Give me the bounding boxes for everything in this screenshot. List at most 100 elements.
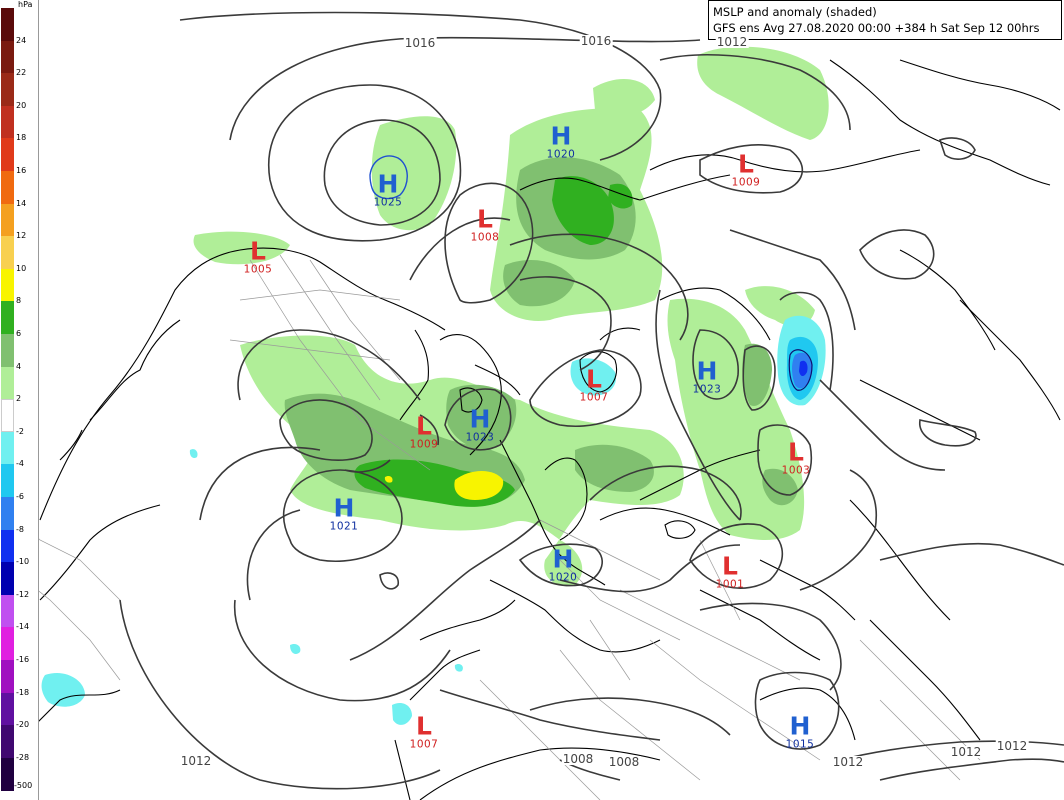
pressure-letter: H (552, 544, 574, 574)
colorbar-swatch (1, 301, 14, 335)
pressure-value: 1015 (785, 738, 815, 751)
pressure-letter: H (333, 493, 355, 523)
colorbar-swatch (1, 366, 14, 400)
colorbar-label: -2 (16, 426, 24, 436)
pressure-value: 1001 (715, 578, 745, 591)
isobar-label: 1012 (831, 755, 865, 769)
pressure-value: 1023 (692, 383, 722, 396)
colorbar-swatch (1, 399, 14, 433)
high-pressure-center: H 1020 (547, 124, 576, 161)
colorbar-label: -18 (16, 687, 30, 697)
colorbar-label: -14 (16, 622, 30, 632)
high-pressure-center: H 1025 (374, 172, 403, 209)
isobar-label: 1012 (949, 745, 983, 759)
low-pressure-center: L 1005 (244, 239, 273, 276)
pressure-value: 1020 (546, 148, 576, 161)
isobar-label: 1012 (995, 739, 1029, 753)
colorbar-unit: hPa (18, 0, 33, 9)
colorbar-label: 22 (16, 68, 27, 78)
pressure-letter: H (469, 404, 491, 434)
high-pressure-center: H 1021 (330, 496, 359, 533)
isobar-label: 1016 (403, 36, 437, 50)
isobar-label: 1012 (715, 35, 749, 49)
low-pressure-center: L 1003 (782, 440, 811, 477)
pressure-letter: H (550, 121, 572, 151)
colorbar-swatch (1, 594, 14, 628)
pressure-letter: L (477, 204, 493, 234)
colorbar-label: 4 (16, 361, 22, 371)
colorbar-label: -8 (16, 524, 24, 534)
pressure-value: 1005 (243, 263, 273, 276)
isobar-label: 1008 (607, 755, 641, 769)
low-pressure-center: L 1009 (410, 414, 439, 451)
colorbar-swatch (1, 464, 14, 498)
pressure-value: 1007 (579, 391, 609, 404)
colorbar-label: 2 (16, 394, 22, 404)
isobar-label: 1008 (561, 752, 595, 766)
colorbar-label: -28 (16, 752, 30, 762)
pressure-value: 1009 (409, 438, 439, 451)
isobar-label: 1012 (179, 754, 213, 768)
pressure-letter: H (696, 356, 718, 386)
isobar-label: 1016 (579, 34, 613, 48)
pressure-letter: L (586, 364, 602, 394)
colorbar-swatch (1, 334, 14, 368)
pressure-value: 1008 (470, 231, 500, 244)
colorbar-label: -4 (16, 459, 24, 469)
pressure-value: 1009 (731, 176, 761, 189)
colorbar-label: -16 (16, 655, 30, 664)
low-pressure-center: L 1009 (732, 152, 761, 189)
pressure-letter: L (788, 437, 804, 467)
colorbar-swatch (1, 203, 14, 237)
colorbar-label: 14 (16, 198, 27, 208)
colorbar-label: -500 (14, 781, 33, 791)
colorbar-label: 6 (16, 329, 22, 338)
colorbar-label: -10 (16, 557, 30, 567)
pressure-value: 1021 (329, 520, 359, 533)
high-contour (369, 155, 408, 200)
high-pressure-center: H 1020 (549, 547, 578, 584)
colorbar-label: -6 (16, 492, 24, 501)
colorbar-swatch (1, 138, 14, 172)
colorbar-swatch (1, 757, 14, 791)
pressure-value: 1020 (548, 571, 578, 584)
colorbar-swatch (1, 660, 14, 694)
low-pressure-center: L 1008 (471, 207, 500, 244)
map-title: MSLP and anomaly (shaded) (713, 5, 877, 19)
pressure-letter: L (416, 411, 432, 441)
low-pressure-center: L 1001 (716, 554, 745, 591)
colorbar-label: -12 (16, 589, 30, 599)
colorbar-label: 16 (16, 166, 27, 175)
colorbar-swatch (1, 40, 14, 74)
low-pressure-center: L 1007 (410, 714, 439, 751)
high-pressure-center: H 1023 (693, 359, 722, 396)
colorbar-swatch (1, 73, 14, 107)
high-pressure-center: H 1023 (466, 407, 495, 444)
colorbar-swatch (1, 562, 14, 596)
colorbar-label: 20 (16, 100, 27, 110)
colorbar-swatch (1, 725, 14, 759)
pressure-value: 1003 (781, 464, 811, 477)
colorbar-swatch (1, 497, 14, 531)
colorbar-label: -20 (16, 720, 30, 730)
pressure-letter: L (416, 711, 432, 741)
pressure-value: 1007 (409, 738, 439, 751)
colorbar-label: 12 (16, 231, 27, 241)
pressure-value: 1023 (465, 431, 495, 444)
colorbar-label: 18 (16, 133, 27, 143)
low-contour (788, 349, 813, 391)
pressure-letter: L (250, 236, 266, 266)
pressure-value: 1025 (373, 196, 403, 209)
colorbar-label: 24 (16, 35, 27, 45)
map-subtitle: GFS ens Avg 27.08.2020 00:00 +384 h Sat … (713, 21, 1040, 35)
colorbar-swatch (1, 431, 14, 465)
colorbar-label: 8 (16, 296, 22, 306)
pressure-letter: L (722, 551, 738, 581)
colorbar-swatch (1, 268, 14, 302)
colorbar-swatch (1, 105, 14, 139)
colorbar-swatch (1, 171, 14, 205)
colorbar-swatch (1, 236, 14, 270)
anomaly-colorbar: hPa 24 22 20 18 16 14 12 10 8 6 4 2 -2 -4 -6 -8 -10 -12 -1… (0, 0, 39, 800)
high-pressure-center: H 1015 (786, 714, 815, 751)
